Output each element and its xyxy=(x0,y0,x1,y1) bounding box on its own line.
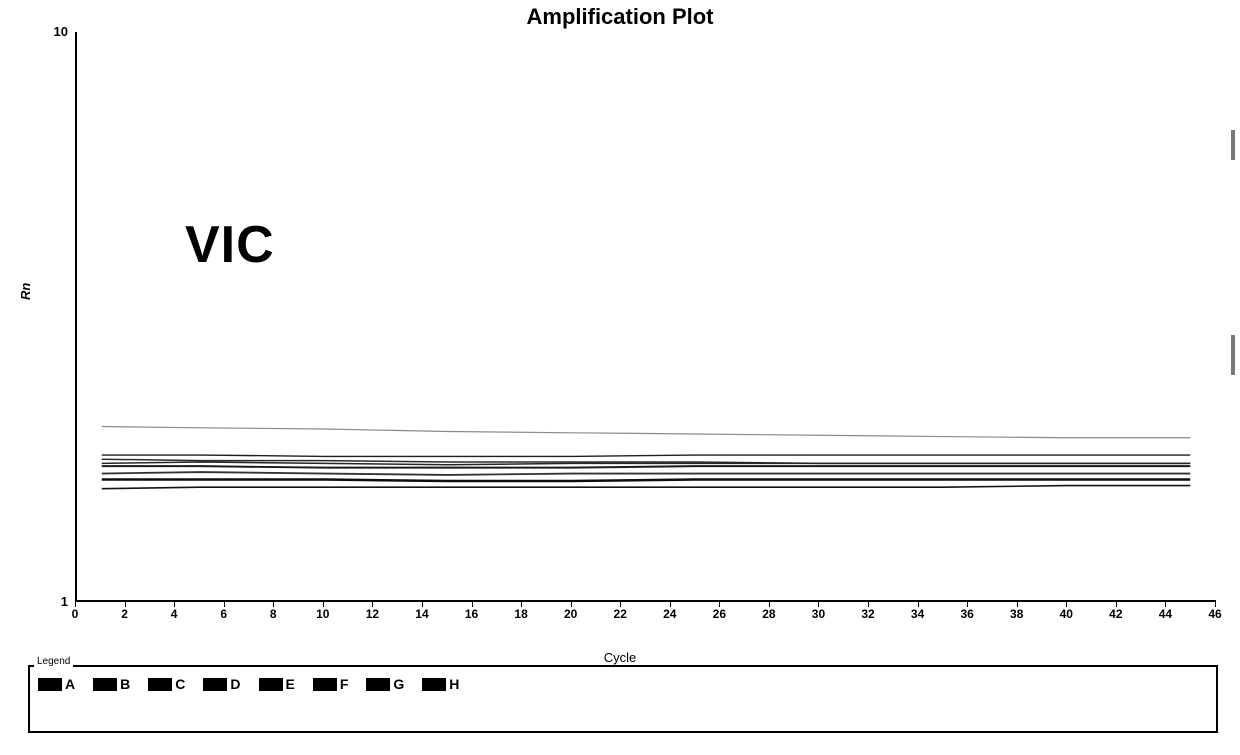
scrollbar-mark xyxy=(1231,335,1235,375)
series-line-F xyxy=(102,486,1190,489)
x-tick-label: 26 xyxy=(713,607,726,621)
legend-swatch xyxy=(38,678,62,691)
legend-swatch xyxy=(148,678,172,691)
legend-item-F: F xyxy=(313,676,349,692)
legend-label: G xyxy=(393,676,404,692)
legend-label: B xyxy=(120,676,130,692)
series-line-D xyxy=(102,472,1190,475)
x-tick-mark xyxy=(868,600,869,607)
series-line-A xyxy=(102,466,1190,467)
legend-swatch xyxy=(203,678,227,691)
legend-item-E: E xyxy=(259,676,295,692)
x-tick-label: 46 xyxy=(1208,607,1221,621)
x-tick-label: 6 xyxy=(220,607,227,621)
legend-item-B: B xyxy=(93,676,130,692)
x-tick-label: 0 xyxy=(72,607,79,621)
chart-title: Amplification Plot xyxy=(0,4,1240,30)
x-tick-label: 24 xyxy=(663,607,676,621)
x-tick-label: 2 xyxy=(121,607,128,621)
legend-swatch xyxy=(422,678,446,691)
x-tick-label: 4 xyxy=(171,607,178,621)
scrollbar-mark xyxy=(1231,130,1235,160)
x-tick-mark xyxy=(174,600,175,607)
x-tick-mark xyxy=(372,600,373,607)
x-tick-mark xyxy=(422,600,423,607)
x-tick-mark xyxy=(571,600,572,607)
x-tick-label: 42 xyxy=(1109,607,1122,621)
x-tick-label: 44 xyxy=(1159,607,1172,621)
x-tick-mark xyxy=(472,600,473,607)
x-tick-mark xyxy=(769,600,770,607)
y-tick-label: 10 xyxy=(38,24,68,39)
legend-item-D: D xyxy=(203,676,240,692)
x-tick-mark xyxy=(1066,600,1067,607)
y-tick-label: 1 xyxy=(38,594,68,609)
legend-items: A B C D E F G H xyxy=(38,676,459,692)
x-tick-label: 38 xyxy=(1010,607,1023,621)
legend-swatch xyxy=(93,678,117,691)
series-line-H xyxy=(102,427,1190,438)
x-tick-label: 30 xyxy=(812,607,825,621)
x-tick-mark xyxy=(1116,600,1117,607)
x-tick-label: 16 xyxy=(465,607,478,621)
y-axis-label: Rn xyxy=(18,283,33,300)
legend-label: C xyxy=(175,676,185,692)
x-tick-label: 12 xyxy=(366,607,379,621)
x-tick-label: 32 xyxy=(861,607,874,621)
x-tick-label: 36 xyxy=(960,607,973,621)
x-tick-label: 18 xyxy=(514,607,527,621)
legend-title: Legend xyxy=(34,656,73,667)
series-line-E xyxy=(102,455,1190,456)
x-tick-label: 20 xyxy=(564,607,577,621)
legend-label: E xyxy=(286,676,295,692)
legend-label: F xyxy=(340,676,349,692)
x-tick-label: 22 xyxy=(614,607,627,621)
x-axis-label: Cycle xyxy=(0,650,1240,665)
x-tick-mark xyxy=(75,600,76,607)
plot-area xyxy=(75,32,1215,602)
legend-swatch xyxy=(366,678,390,691)
legend-item-C: C xyxy=(148,676,185,692)
x-tick-mark xyxy=(967,600,968,607)
legend-item-G: G xyxy=(366,676,404,692)
x-tick-label: 34 xyxy=(911,607,924,621)
legend-label: A xyxy=(65,676,75,692)
legend-swatch xyxy=(313,678,337,691)
x-tick-label: 28 xyxy=(762,607,775,621)
x-tick-mark xyxy=(224,600,225,607)
legend-item-A: A xyxy=(38,676,75,692)
x-tick-mark xyxy=(818,600,819,607)
legend-item-H: H xyxy=(422,676,459,692)
legend-label: H xyxy=(449,676,459,692)
x-tick-label: 40 xyxy=(1060,607,1073,621)
x-tick-mark xyxy=(719,600,720,607)
x-tick-mark xyxy=(521,600,522,607)
x-tick-mark xyxy=(1215,600,1216,607)
x-tick-mark xyxy=(125,600,126,607)
x-tick-label: 8 xyxy=(270,607,277,621)
x-tick-mark xyxy=(620,600,621,607)
x-tick-mark xyxy=(670,600,671,607)
x-tick-mark xyxy=(273,600,274,607)
x-tick-label: 14 xyxy=(415,607,428,621)
x-tick-mark xyxy=(918,600,919,607)
x-tick-label: 10 xyxy=(316,607,329,621)
x-tick-mark xyxy=(323,600,324,607)
legend-swatch xyxy=(259,678,283,691)
x-tick-mark xyxy=(1017,600,1018,607)
series-line-C xyxy=(102,480,1190,481)
x-tick-mark xyxy=(1165,600,1166,607)
legend-label: D xyxy=(230,676,240,692)
